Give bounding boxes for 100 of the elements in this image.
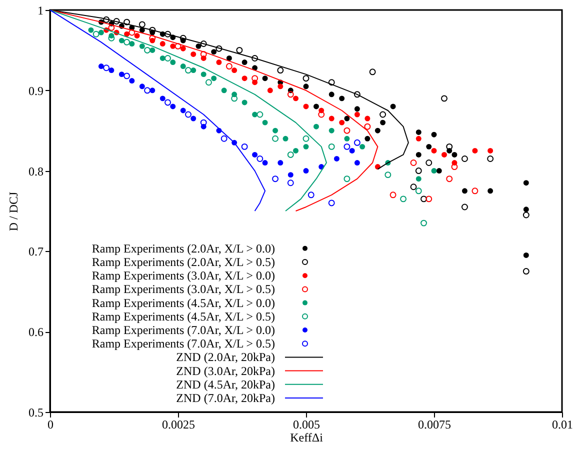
line-series xyxy=(50,10,266,212)
y-axis-title: D / DCJ xyxy=(6,192,20,232)
point xyxy=(124,18,130,26)
point xyxy=(180,108,186,114)
point xyxy=(303,84,309,90)
point xyxy=(190,68,196,74)
point xyxy=(211,49,217,55)
point xyxy=(354,106,360,112)
point xyxy=(288,172,294,178)
point xyxy=(380,120,386,126)
legend-label: Ramp Experiments (3.0Ar, X/L > 0.0) xyxy=(92,268,276,283)
point xyxy=(190,116,196,122)
point xyxy=(149,26,156,34)
legend-label: Ramp Experiments (2.0Ar, X/L > 0.5) xyxy=(92,255,276,269)
point xyxy=(226,56,232,61)
point xyxy=(293,148,298,154)
point xyxy=(287,180,294,186)
point xyxy=(108,68,114,74)
point xyxy=(472,148,478,154)
point xyxy=(185,111,192,118)
point xyxy=(278,84,284,90)
point xyxy=(415,188,422,194)
point xyxy=(303,168,309,174)
point xyxy=(328,79,335,86)
point xyxy=(384,172,392,178)
point xyxy=(113,18,120,24)
y-tick-label: 1 xyxy=(38,4,44,18)
point xyxy=(314,104,319,110)
point xyxy=(170,104,176,110)
point xyxy=(523,206,529,212)
legend-label: Ramp Experiments (7.0Ar, X/L > 0.0) xyxy=(92,323,276,337)
point xyxy=(462,188,468,194)
point xyxy=(488,188,494,194)
legend-label: Ramp Experiments (4.5Ar, X/L > 0.5) xyxy=(92,309,276,324)
point xyxy=(190,51,196,57)
point xyxy=(196,43,202,49)
point xyxy=(416,136,422,142)
point xyxy=(144,87,151,94)
point xyxy=(211,76,217,82)
point xyxy=(303,144,309,150)
point xyxy=(118,38,124,44)
point xyxy=(124,72,130,80)
point xyxy=(349,148,355,154)
point xyxy=(426,144,432,150)
point xyxy=(318,111,325,118)
point xyxy=(256,111,264,118)
point xyxy=(262,160,268,166)
point xyxy=(242,60,248,65)
point xyxy=(236,46,243,54)
point xyxy=(242,76,248,82)
point xyxy=(344,136,350,142)
y-tick-label: 0.5 xyxy=(28,406,44,420)
point xyxy=(436,168,442,174)
point xyxy=(328,92,334,98)
point xyxy=(344,143,350,150)
point xyxy=(364,116,370,122)
y-tick-label: 0.7 xyxy=(28,244,44,259)
point xyxy=(487,156,494,162)
point xyxy=(272,128,278,134)
point xyxy=(328,116,334,122)
point xyxy=(118,72,124,78)
point xyxy=(129,41,135,46)
point xyxy=(390,192,396,198)
point xyxy=(400,196,407,202)
point xyxy=(160,96,166,102)
point xyxy=(231,95,238,102)
point xyxy=(129,78,135,84)
point xyxy=(200,119,207,126)
point xyxy=(344,116,350,122)
y-tick-label: 0.6 xyxy=(28,325,44,340)
point xyxy=(416,176,422,182)
point xyxy=(293,96,298,102)
point xyxy=(328,128,334,134)
point xyxy=(287,151,294,158)
point xyxy=(461,156,468,162)
legend-label: ZND (4.5Ar, 20kPa) xyxy=(176,377,275,392)
point xyxy=(92,30,100,38)
point xyxy=(344,176,350,182)
point xyxy=(522,212,530,218)
point xyxy=(220,135,228,142)
x-axis-title: KeffΔi xyxy=(290,430,324,444)
point xyxy=(287,91,294,98)
point xyxy=(303,104,309,110)
point xyxy=(139,43,145,49)
point xyxy=(216,45,222,52)
point xyxy=(523,180,529,186)
point xyxy=(431,132,437,138)
point xyxy=(205,79,212,86)
point xyxy=(252,152,258,158)
point xyxy=(420,220,427,226)
point xyxy=(164,99,171,106)
point xyxy=(226,63,232,70)
point xyxy=(282,136,288,142)
legend-label: Ramp Experiments (4.5Ar, X/L > 0.0) xyxy=(92,296,276,310)
point xyxy=(339,96,345,102)
point xyxy=(522,268,530,275)
point xyxy=(420,196,427,202)
point xyxy=(180,64,186,70)
point xyxy=(472,188,478,194)
point xyxy=(144,46,151,54)
